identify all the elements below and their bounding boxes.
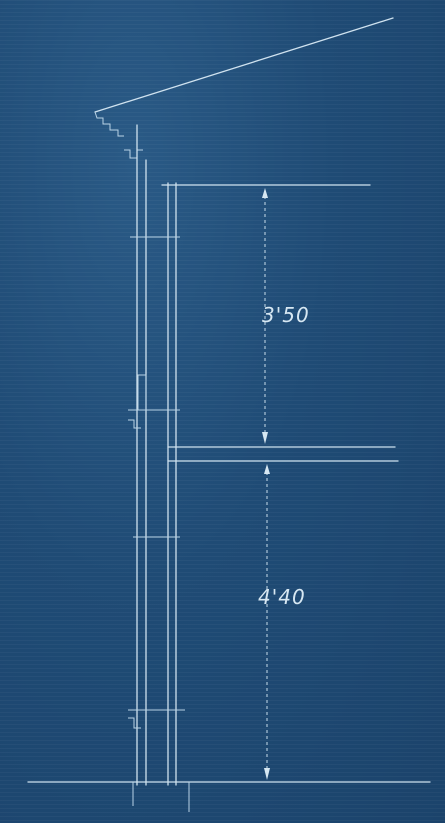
- cornice-detail: [128, 419, 141, 429]
- cornice: [94, 111, 124, 137]
- cornice-detail: [124, 149, 143, 159]
- window-detail: [137, 374, 147, 411]
- arrow: [262, 188, 268, 198]
- arrow: [264, 768, 270, 780]
- arrow: [262, 432, 268, 444]
- cornice-detail: [128, 717, 141, 729]
- dimension-label: 4'40: [258, 585, 306, 609]
- dimension-label: 3'50: [262, 303, 310, 327]
- roof-line: [94, 17, 394, 113]
- arrow: [264, 464, 270, 474]
